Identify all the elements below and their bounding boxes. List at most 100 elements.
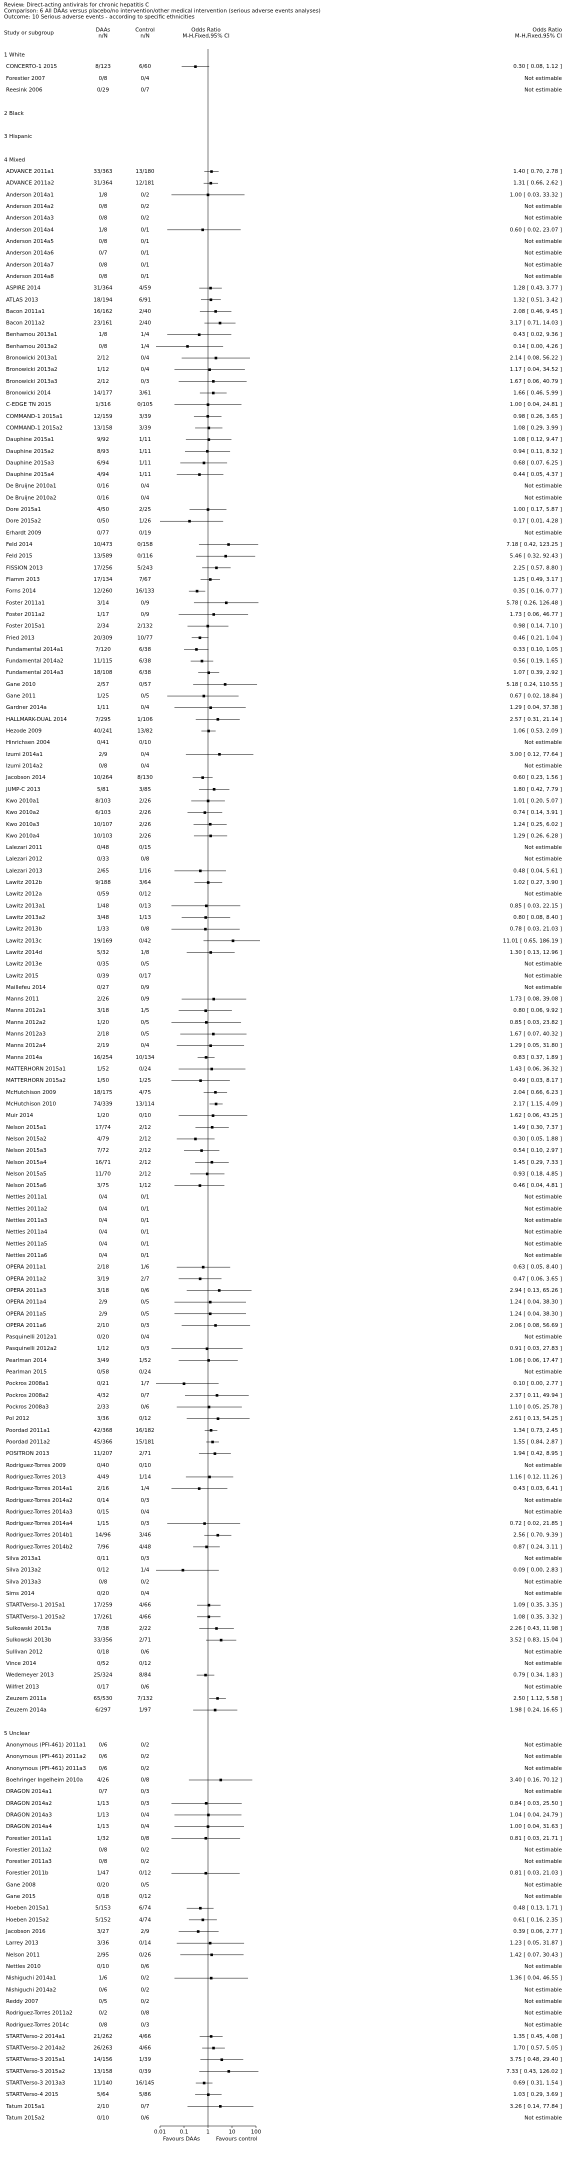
daa-events: 74/339 (94, 1101, 114, 1107)
study-name: Gane 2010 (6, 682, 36, 688)
control-events: 1/39 (139, 2057, 152, 2063)
effect-marker (218, 321, 222, 325)
control-events: 7/67 (139, 577, 151, 583)
study-name: Forestier 2011a2 (6, 1847, 52, 1853)
daa-events: 7/72 (97, 1148, 109, 1154)
study-name: Hoeben 2015a2 (6, 1917, 49, 1923)
effect-marker (200, 1149, 203, 1152)
odds-ratio-label: 0.09 [ 0.00, 2.83 ] (513, 1568, 562, 1574)
effect-marker (204, 1056, 208, 1059)
study-name: Benhamou 2013a2 (6, 344, 57, 350)
daa-events: 17/261 (94, 1614, 113, 1620)
effect-marker (207, 729, 210, 733)
study-name: Kwo 2010a2 (6, 810, 39, 816)
study-name: Fundamental 2014a2 (6, 659, 63, 665)
odds-ratio-label: 1.94 [ 0.42, 8.95 ] (513, 1451, 562, 1457)
effect-marker (208, 1300, 212, 1304)
daa-events: 6/103 (95, 810, 111, 816)
effect-marker (207, 1359, 210, 1362)
daa-events: 7/38 (97, 1626, 110, 1632)
odds-ratio-label: Not estimable (524, 1894, 562, 1900)
odds-ratio-label: Not estimable (524, 2116, 562, 2122)
odds-ratio-label: 1.06 [ 0.53, 2.09 ] (513, 729, 562, 735)
study-name: Fundamental 2014a1 (6, 647, 63, 653)
study-name: Pearlman 2014 (6, 1358, 47, 1364)
control-events: 1/6 (141, 1265, 150, 1271)
study-name: ADVANCE 2011a1 (6, 169, 54, 175)
odds-ratio-label: 3.17 [ 0.71, 14.03 ] (510, 321, 562, 327)
study-name: Manns 2012a1 (6, 1008, 46, 1014)
control-events: 1/13 (139, 915, 151, 921)
control-events: 1/106 (137, 717, 153, 723)
effect-marker (214, 1091, 217, 1094)
daa-events: 11/115 (94, 659, 113, 665)
effect-marker (210, 1160, 214, 1164)
daa-events: 1/12 (97, 1346, 109, 1352)
effect-marker (208, 822, 212, 826)
control-events: 3/85 (139, 787, 151, 793)
effect-marker (195, 589, 199, 593)
daa-events: 3/48 (97, 915, 110, 921)
study-name: Bacon 2011a2 (6, 321, 45, 327)
effect-marker (219, 1778, 223, 1782)
control-events: 0/2 (141, 192, 150, 198)
control-events: 0/2 (141, 1859, 150, 1865)
odds-ratio-label: 1.42 [ 0.07, 30.43 ] (510, 1952, 562, 1958)
effect-marker (211, 1114, 215, 1117)
odds-ratio-label: Not estimable (524, 763, 562, 769)
odds-ratio-label: 0.47 [ 0.06, 3.65 ] (513, 1276, 562, 1282)
control-events: 0/42 (139, 938, 151, 944)
daa-events: 1/316 (95, 402, 111, 408)
study-name: Rodriguez-Torres 2014b1 (6, 1533, 73, 1539)
odds-ratio-label: 0.43 [ 0.03, 6.41 ] (513, 1486, 562, 1492)
control-events: 0/14 (139, 1941, 152, 1947)
daa-events: 0/8 (99, 216, 108, 222)
daa-events: 1/25 (97, 694, 109, 700)
odds-ratio-label: Not estimable (524, 1195, 562, 1201)
control-events: 0/6 (141, 1964, 150, 1970)
control-events: 0/19 (139, 530, 152, 536)
study-name: Fried 2013 (6, 635, 35, 641)
odds-ratio-label: Not estimable (524, 76, 562, 82)
effect-marker (200, 659, 204, 663)
daa-events: 1/13 (97, 1801, 109, 1807)
effect-marker (205, 1172, 209, 1176)
study-name: Wedemeyer 2013 (6, 1673, 54, 1679)
control-events: 10/77 (137, 635, 153, 641)
effect-marker (216, 1533, 220, 1537)
odds-ratio-label: 3.26 [ 0.14, 77.84 ] (510, 2104, 562, 2110)
odds-ratio-label: 1.00 [ 0.04, 24.81 ] (510, 402, 562, 408)
effect-marker (198, 473, 201, 476)
study-name: Foster 2015a1 (6, 624, 45, 630)
daa-events: 2/95 (97, 1952, 109, 1958)
study-name: Sullivan 2012 (6, 1649, 43, 1655)
effect-marker (196, 1930, 200, 1933)
daa-events: 11/207 (94, 1451, 113, 1457)
daa-events: 2/18 (97, 1265, 110, 1271)
daa-events: 9/188 (95, 880, 111, 886)
effect-marker (201, 776, 204, 779)
daa-events: 0/21 (97, 1381, 109, 1387)
odds-ratio-label: 1.32 [ 0.51, 3.42 ] (513, 297, 562, 303)
effect-marker (201, 1918, 205, 1922)
effect-marker (181, 1568, 185, 1572)
study-name: ADVANCE 2011a2 (6, 181, 54, 187)
control-events: 1/11 (139, 472, 151, 478)
effect-marker (208, 1475, 211, 1479)
study-name: Anderson 2014a8 (6, 274, 54, 280)
odds-ratio-label: 1.08 [ 0.29, 3.99 ] (513, 425, 562, 431)
control-events: 2/7 (141, 1276, 150, 1282)
effect-marker (218, 753, 221, 756)
daa-events: 1/15 (97, 1521, 109, 1527)
control-events: 2/26 (139, 833, 152, 839)
control-events: 0/1 (141, 1195, 150, 1201)
control-events: 0/1 (141, 1206, 150, 1212)
daa-events: 45/366 (94, 1439, 114, 1445)
effect-marker (212, 787, 216, 791)
control-events: 0/4 (141, 1591, 150, 1597)
study-name: Lalezari 2013 (6, 868, 42, 874)
daa-events: 0/4 (99, 1241, 108, 1247)
control-events: 0/13 (139, 903, 151, 909)
odds-ratio-label: 0.98 [ 0.14, 7.10 ] (513, 624, 562, 630)
study-name: Nelson 2015a6 (6, 1183, 47, 1189)
